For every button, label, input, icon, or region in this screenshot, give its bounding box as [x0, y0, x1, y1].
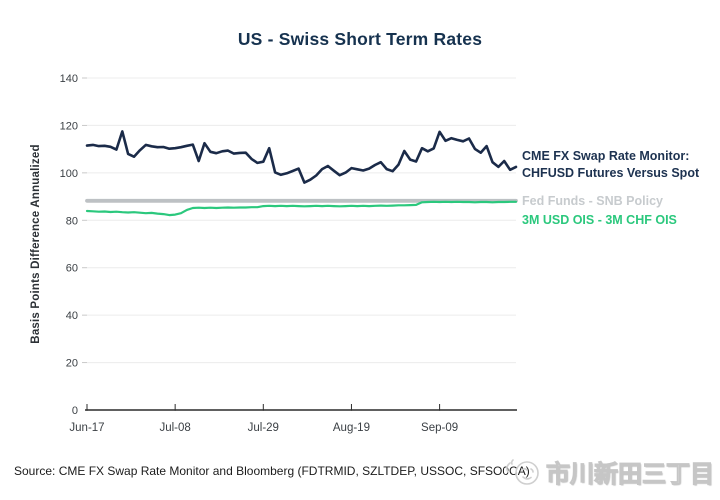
source-note: Source: CME FX Swap Rate Monitor and Blo… — [14, 464, 530, 478]
y-tick-label: 120 — [60, 120, 78, 132]
x-tick-label: Jul-08 — [159, 422, 190, 434]
winking-face-doodle-icon — [506, 458, 539, 485]
page-title: US - Swiss Short Term Rates — [237, 29, 483, 49]
legend-entry-futures-line1: CME FX Swap Rate Monitor: — [522, 149, 690, 163]
watermark: 市川新田三丁目 — [503, 454, 715, 489]
x-tick-label: Sep-09 — [421, 422, 458, 434]
x-tick-label: Jun-17 — [69, 422, 104, 434]
watermark-text: 市川新田三丁目 — [546, 461, 715, 489]
y-tick-label: 80 — [66, 215, 78, 227]
legend-entry-ois-spread: 3M USD OIS - 3M CHF OIS — [522, 213, 677, 227]
y-tick-label: 60 — [66, 263, 78, 275]
series-line-usd-ois-minus-chf-ois — [85, 200, 518, 217]
legend-entry-fed-funds: Fed Funds - SNB Policy — [522, 194, 663, 208]
series-line-chfusd-futures-versus-spot — [85, 130, 518, 184]
x-tick-label: Aug-19 — [333, 422, 370, 434]
y-tick-label: 140 — [60, 73, 78, 85]
y-tick-label: 40 — [66, 310, 78, 322]
y-tick-label: 100 — [60, 168, 78, 180]
chart-legend: CME FX Swap Rate Monitor: CHFUSD Futures… — [522, 148, 718, 229]
legend-entry-futures-line2: CHFUSD Futures Versus Spot — [522, 166, 700, 180]
y-tick-label: 0 — [72, 405, 78, 417]
x-tick-label: Jul-29 — [248, 422, 279, 434]
y-tick-label: 20 — [66, 358, 78, 370]
